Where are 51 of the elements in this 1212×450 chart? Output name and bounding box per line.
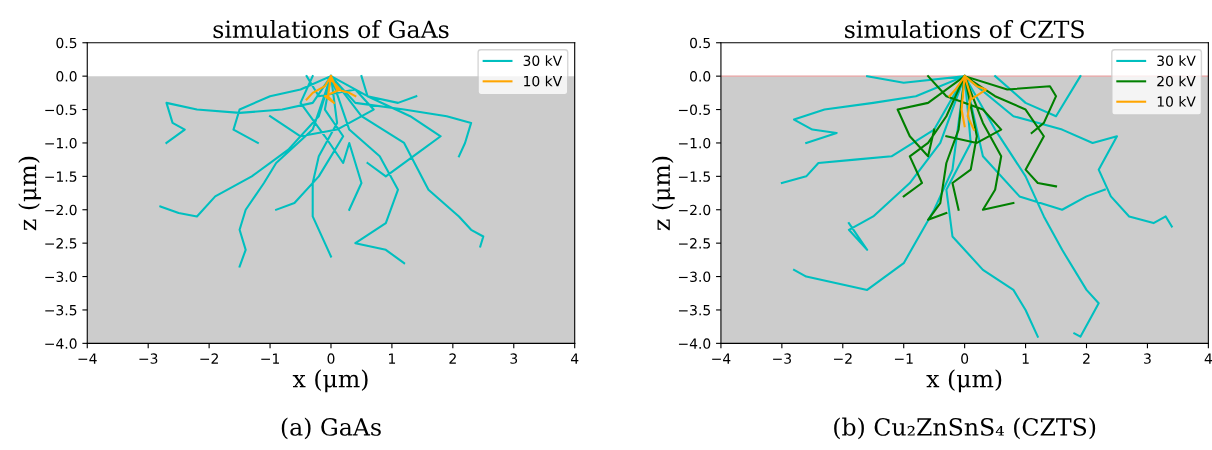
y-tick-label: 0.0 [56, 71, 77, 82]
text: (b) Cu₂ZnSnS₄ (CZTS) [834, 417, 1096, 440]
x-tick-label: 4 [570, 353, 579, 364]
legend-label: 10 kV [524, 75, 563, 87]
y-tick-label: −2.5 [45, 238, 77, 249]
x-tick-label: 4 [1204, 353, 1212, 364]
x-tick-label: 2 [1083, 353, 1090, 364]
x-tick-label: 3 [1144, 353, 1151, 364]
x-axis-title: x (μm) [926, 369, 1002, 393]
x-tick-label: −4 [712, 353, 731, 364]
legend-label: 30 kV [1157, 55, 1196, 66]
x-tick-label: −2 [834, 353, 852, 364]
y-tick-label: −4.0 [678, 338, 711, 349]
x-tick-label: 0 [327, 353, 335, 364]
y-tick-label: −3.5 [678, 304, 710, 316]
chart-title: simulations of CZTS [845, 19, 1084, 39]
y-tick-label: 0.0 [690, 71, 711, 82]
y-tick-label: −2.0 [678, 204, 711, 216]
y-tick-label: −0.5 [45, 104, 77, 116]
y-tick-label: −3.0 [45, 271, 77, 283]
x-tick-label: 3 [510, 353, 518, 364]
y-tick-label: −3.5 [45, 304, 77, 316]
x-tick-label: −2 [200, 353, 218, 364]
y-tick-label: −1.0 [45, 137, 77, 149]
text: (a) GaAs [281, 417, 381, 440]
y-tick-label: −3.0 [678, 271, 711, 283]
x-tick-label: −3 [139, 353, 158, 364]
y-tick-label: −2.0 [45, 204, 77, 216]
y-tick-label: −0.5 [678, 104, 710, 116]
legend-label: 30 kV [523, 55, 563, 66]
x-tick-label: −3 [773, 353, 791, 364]
x-tick-label: −1 [894, 353, 913, 364]
y-tick-label: 0.5 [690, 37, 710, 49]
y-tick-label: −1.0 [678, 137, 711, 149]
y-axis-title: z (μm) [651, 156, 675, 231]
x-tick-label: 2 [449, 353, 456, 364]
y-tick-label: −4.0 [45, 338, 77, 349]
legend-label: 20 kV [1157, 75, 1196, 87]
x-axis-title: x (μm) [292, 369, 368, 393]
x-tick-label: −1 [261, 353, 280, 364]
y-tick-label: −1.5 [678, 171, 710, 182]
chart-title: simulations of GaAs [213, 19, 449, 39]
x-tick-label: 0 [961, 353, 969, 364]
y-tick-label: −2.5 [678, 238, 710, 249]
y-tick-label: −1.5 [45, 171, 77, 182]
y-axis-title: z (μm) [18, 156, 42, 231]
y-tick-label: 0.5 [56, 37, 77, 49]
legend-label: 10 kV [1157, 96, 1196, 107]
x-tick-label: 1 [1022, 353, 1029, 364]
x-tick-label: 1 [389, 353, 396, 364]
x-tick-label: −4 [78, 353, 97, 364]
